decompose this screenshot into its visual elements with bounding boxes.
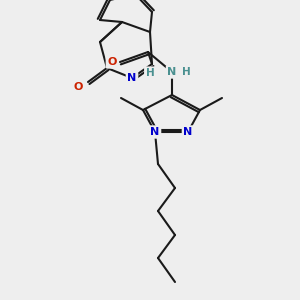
Text: N: N [128,73,136,83]
Text: O: O [107,57,117,67]
Text: N: N [167,67,177,77]
Text: H: H [146,68,154,78]
Text: N: N [150,127,160,137]
Text: H: H [182,67,190,77]
Text: O: O [73,82,83,92]
Text: N: N [183,127,193,137]
